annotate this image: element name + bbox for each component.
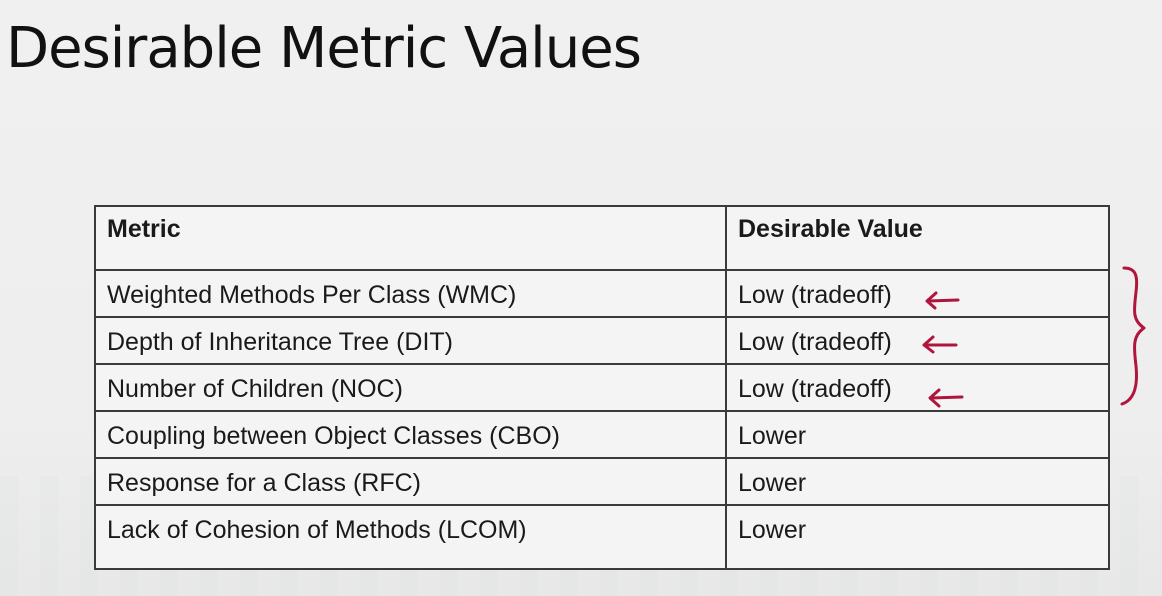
metric-value: Lower [725, 410, 1110, 459]
table-row: Weighted Methods Per Class (WMC) Low (tr… [94, 269, 1110, 318]
header-metric: Metric [94, 205, 727, 271]
table-row: Depth of Inheritance Tree (DIT) Low (tra… [94, 316, 1110, 365]
metric-name: Coupling between Object Classes (CBO) [94, 410, 727, 459]
metric-value: Low (tradeoff) [725, 363, 1110, 412]
metric-name: Depth of Inheritance Tree (DIT) [94, 316, 727, 365]
slide-title: Desirable Metric Values [6, 16, 642, 81]
metric-value: Low (tradeoff) [725, 269, 1110, 318]
table-row: Lack of Cohesion of Methods (LCOM) Lower [94, 504, 1110, 570]
annotation-curly-brace-icon [1120, 266, 1146, 406]
metric-value: Low (tradeoff) [725, 316, 1110, 365]
metric-value: Lower [725, 457, 1110, 506]
header-desirable-value: Desirable Value [725, 205, 1110, 271]
metric-name: Number of Children (NOC) [94, 363, 727, 412]
metric-value: Lower [725, 504, 1110, 570]
table-row: Response for a Class (RFC) Lower [94, 457, 1110, 506]
table-row: Number of Children (NOC) Low (tradeoff) [94, 363, 1110, 412]
metric-name: Weighted Methods Per Class (WMC) [94, 269, 727, 318]
table-header-row: Metric Desirable Value [94, 205, 1110, 271]
table-row: Coupling between Object Classes (CBO) Lo… [94, 410, 1110, 459]
metric-name: Response for a Class (RFC) [94, 457, 727, 506]
metric-name: Lack of Cohesion of Methods (LCOM) [94, 504, 727, 570]
metrics-table: Metric Desirable Value Weighted Methods … [94, 205, 1110, 570]
